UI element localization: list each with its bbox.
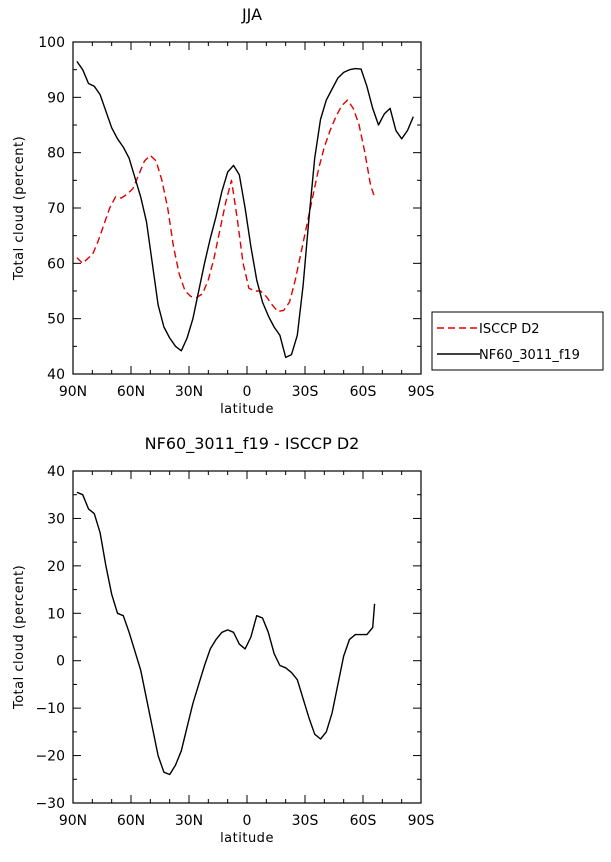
chart-title: JJA xyxy=(241,5,262,24)
x-tick-label: 30N xyxy=(175,384,203,400)
y-axis-title: Total cloud (percent) xyxy=(12,136,27,281)
x-tick-label: 60S xyxy=(350,813,377,829)
x-axis-title: latitude xyxy=(220,831,274,846)
y-tick-label: 60 xyxy=(47,256,65,272)
x-tick-label: 90S xyxy=(408,813,435,829)
y-tick-label: 40 xyxy=(47,367,65,383)
y-tick-label: 30 xyxy=(47,511,65,527)
x-axis-title: latitude xyxy=(220,402,274,417)
x-tick-label: 60N xyxy=(117,813,145,829)
x-tick-label: 90N xyxy=(59,813,87,829)
x-tick-label: 0 xyxy=(243,813,252,829)
x-tick-label: 90N xyxy=(59,384,87,400)
x-tick-label: 30S xyxy=(292,813,319,829)
legend: ISCCP D2 NF60_3011_f19 xyxy=(431,311,604,371)
x-tick-label: 30N xyxy=(175,813,203,829)
y-axis-title: Total cloud (percent) xyxy=(12,565,27,710)
y-tick-label: 40 xyxy=(47,464,65,480)
series-line-isccp-d2 xyxy=(76,99,376,313)
chart-panel-2: 90N 60N 30N 0 30S 60S 90S −30 −20 −10 0 10 20 30 40 NF6… xyxy=(12,434,434,846)
y-tick-label: −20 xyxy=(35,749,65,765)
plot-frame xyxy=(72,470,422,804)
x-tick-label: 30S xyxy=(292,384,319,400)
y-tick-label: 80 xyxy=(47,146,65,162)
y-tick-label: −30 xyxy=(35,796,65,812)
series-line-difference xyxy=(76,491,376,776)
series-line-nf60-3011-f19 xyxy=(76,60,414,359)
y-tick-label: 90 xyxy=(47,90,65,106)
x-tick-label: 90S xyxy=(408,384,435,400)
x-tick-label: 0 xyxy=(243,384,252,400)
x-tick-label: 60S xyxy=(350,384,377,400)
legend-label: NF60_3011_f19 xyxy=(479,348,580,363)
y-tick-label: −10 xyxy=(35,701,65,717)
y-tick-label: 70 xyxy=(47,201,65,217)
x-tick-label: 60N xyxy=(117,384,145,400)
chart-title: NF60_3011_f19 - ISCCP D2 xyxy=(145,434,360,454)
y-tick-label: 0 xyxy=(56,654,65,670)
y-tick-label: 20 xyxy=(47,559,65,575)
legend-label: ISCCP D2 xyxy=(479,322,540,337)
y-tick-label: 100 xyxy=(38,35,65,51)
y-tick-label: 10 xyxy=(47,606,65,622)
y-tick-label: 50 xyxy=(47,312,65,328)
chart-panel-1: 90N 60N 30N 0 30S 60S 90S 40 50 60 70 80 90 100 JJA lat… xyxy=(12,5,604,417)
legend-box xyxy=(431,311,604,371)
